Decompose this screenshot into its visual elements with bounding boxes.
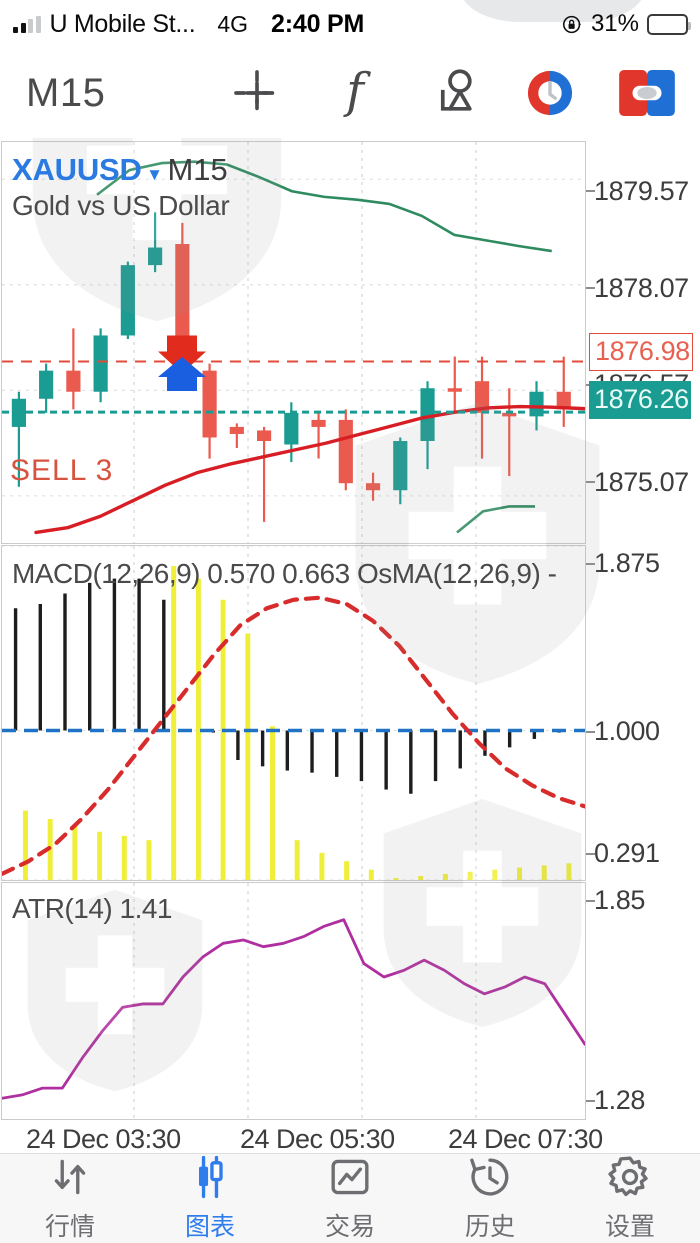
- nav-label-history: 历史: [464, 1211, 515, 1241]
- svg-text:f: f: [343, 65, 371, 119]
- battery-percent: 31%: [590, 10, 639, 37]
- crosshair-icon[interactable]: [226, 62, 288, 124]
- status-bar-right: 31%: [562, 0, 691, 48]
- price-tick-3: 1875.07: [594, 467, 689, 497]
- time-tick-0: 24 Dec 03:30: [26, 1124, 181, 1154]
- trade-panel-icon[interactable]: [616, 62, 678, 124]
- status-bar-left: U Mobile St... 4G 2:40 PM: [0, 10, 364, 39]
- network-type: 4G: [217, 10, 249, 37]
- nav-item-settings[interactable]: 设置: [560, 1154, 700, 1243]
- sell-price-label[interactable]: 1876.98: [589, 333, 693, 371]
- objects-icon[interactable]: [421, 62, 483, 124]
- price-panel[interactable]: [1, 141, 586, 544]
- nav-label-trade: 交易: [324, 1211, 375, 1241]
- notch-shadow: [460, 0, 645, 22]
- trade-line-icon: [328, 1155, 372, 1199]
- nav-item-quotes[interactable]: 行情: [0, 1154, 140, 1243]
- status-clock: 2:40 PM: [271, 9, 365, 38]
- chart-area[interactable]: XAUUSD ▼ M15 Gold vs US Dollar SELL 3 18…: [0, 34, 700, 1154]
- time-axis: 24 Dec 03:30 24 Dec 05:30 24 Dec 07:30: [0, 1124, 700, 1168]
- atr-scale-bottom: 1.28: [594, 1085, 645, 1115]
- bid-price-label[interactable]: 1876.26: [589, 381, 691, 419]
- atr-panel[interactable]: [0, 882, 587, 1120]
- status-bar: U Mobile St... 4G 2:40 PM 31%: [0, 0, 700, 48]
- nav-label-quotes: 行情: [44, 1211, 95, 1241]
- quotes-arrows-icon: [48, 1155, 92, 1199]
- atr-scale-top: 1.85: [594, 885, 645, 915]
- macd-scale-top: 1.875: [594, 548, 660, 578]
- settings-gear-icon: [608, 1155, 652, 1199]
- price-tick-1: 1878.07: [594, 273, 689, 303]
- nav-item-trade[interactable]: 交易: [280, 1154, 420, 1243]
- new-order-icon[interactable]: [519, 62, 581, 124]
- timeframe-label[interactable]: M15: [26, 70, 106, 115]
- nav-label-settings: 设置: [604, 1211, 655, 1241]
- nav-item-history[interactable]: 历史: [420, 1154, 560, 1243]
- macd-panel[interactable]: [0, 545, 588, 881]
- time-tick-2: 24 Dec 07:30: [448, 1124, 603, 1154]
- macd-scale-mid: 1.000: [594, 716, 660, 746]
- price-axis: 1879.57 1878.07 1876.57 1875.07 1876.98 …: [586, 141, 700, 544]
- nav-item-charts[interactable]: 图表: [140, 1154, 280, 1243]
- bottom-navigation[interactable]: 行情 图表 交易 历史: [0, 1153, 700, 1243]
- macd-axis: 1.875 1.000 0.291: [586, 545, 700, 881]
- macd-scale-bottom: 0.291: [594, 838, 660, 868]
- charts-candles-icon: [188, 1155, 232, 1199]
- carrier-name: U Mobile St...: [49, 9, 196, 38]
- rotation-lock-icon: [562, 15, 581, 33]
- battery-icon: [647, 13, 691, 35]
- price-tick-0: 1879.57: [594, 176, 689, 206]
- signal-bars-icon: [13, 15, 41, 33]
- time-tick-1: 24 Dec 05:30: [240, 1124, 395, 1154]
- indicators-f-icon[interactable]: f: [324, 62, 386, 124]
- history-clock-icon: [468, 1155, 512, 1199]
- nav-label-charts: 图表: [184, 1211, 235, 1241]
- atr-axis: 1.85 1.28: [586, 882, 700, 1120]
- chart-toolbar: M15 f: [0, 48, 700, 138]
